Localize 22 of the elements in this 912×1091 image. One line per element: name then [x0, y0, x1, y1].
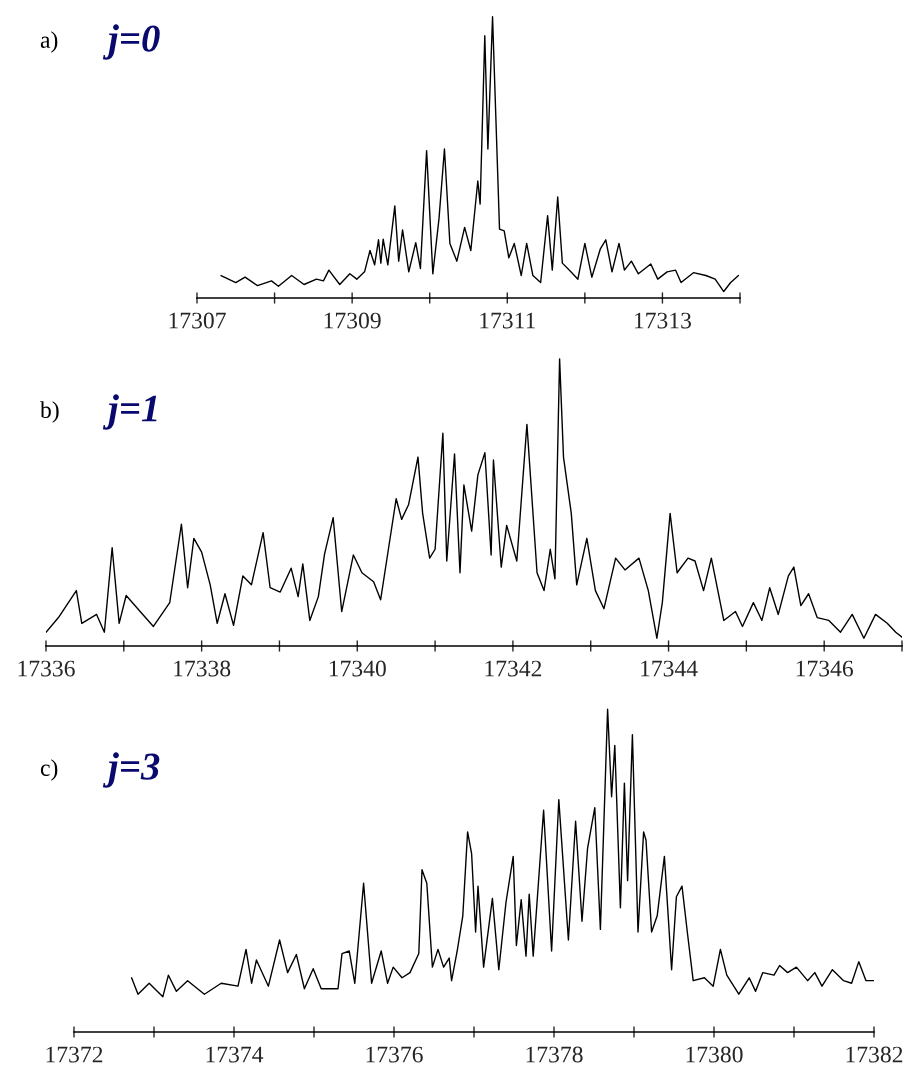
text: c) [40, 759, 58, 781]
x-tick-label: 17338 [174, 660, 231, 677]
x-tick-label: 17378 [526, 1046, 583, 1063]
text: j=1 [102, 394, 157, 430]
x-tick-label: 17313 [634, 312, 692, 329]
x-tick-label: 17346 [796, 660, 853, 677]
text: b) [40, 401, 59, 423]
x-tick-label: 17374 [206, 1046, 264, 1063]
x-tick-label: 17380 [686, 1046, 743, 1063]
x-tick-label: 17309 [324, 312, 381, 329]
x-tick-label: 17344 [641, 660, 698, 677]
x-tick-label: 17336 [18, 660, 75, 677]
text: j=3 [102, 752, 160, 788]
x-tick-label: 17307 [169, 312, 226, 329]
x-tick-label: 17376 [366, 1046, 423, 1063]
x-tick-label: 17342 [485, 660, 542, 677]
x-tick-label: 17382 [846, 1046, 903, 1063]
x-tick-label: 17372 [46, 1046, 103, 1063]
x-tick-label: 17311 [480, 312, 535, 329]
chart-subtitle: j=0 [102, 24, 160, 60]
text: a) [40, 31, 58, 53]
x-tick-label: 17340 [329, 660, 386, 677]
